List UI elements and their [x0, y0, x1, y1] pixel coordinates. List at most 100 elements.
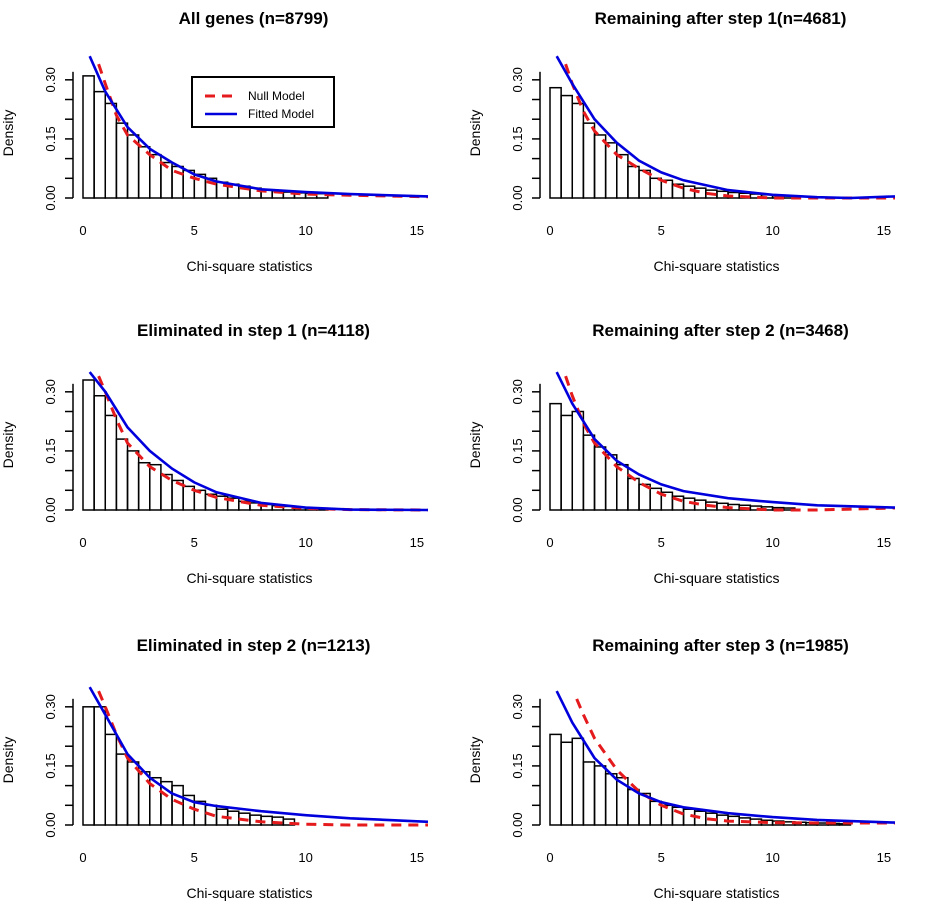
histogram-bar — [593, 765, 607, 826]
histogram-bar — [93, 706, 107, 826]
y-tick-label: 0.00 — [43, 185, 58, 210]
y-tick-label: 0.15 — [43, 438, 58, 463]
y-tick-label: 0.30 — [43, 379, 58, 404]
x-tick-label: 5 — [191, 535, 198, 550]
y-tick-label: 0.30 — [43, 694, 58, 719]
histogram-bar — [149, 153, 162, 199]
histogram-bar — [549, 402, 562, 511]
chart-title: All genes (n=8799) — [179, 9, 329, 28]
histogram-bar — [582, 434, 596, 511]
fitted-model-curve — [88, 371, 429, 512]
histogram-bar — [82, 75, 95, 199]
histogram-bar — [593, 134, 607, 199]
chart-title: Remaining after step 1(n=4681) — [595, 9, 847, 28]
y-axis-label: Density — [467, 110, 483, 157]
x-tick-label: 15 — [877, 535, 891, 550]
histogram-bar — [682, 185, 696, 199]
legend-null-label: Null Model — [248, 89, 305, 103]
y-tick-label: 0.15 — [510, 753, 525, 778]
histogram-bar — [671, 806, 685, 826]
histogram-bar — [582, 761, 596, 826]
chart-panel-4: Remaining after step 2 (n=3468) 0.00 0.15 0… — [467, 321, 896, 586]
x-tick-label: 0 — [79, 850, 86, 865]
y-tick-label: 0.15 — [510, 438, 525, 463]
x-tick-label: 5 — [658, 850, 665, 865]
histogram-bar — [104, 102, 118, 199]
fitted-model-curve — [555, 371, 896, 509]
y-tick-label: 0.00 — [510, 812, 525, 837]
chart-panel-5: Eliminated in step 2 (n=1213) 0.00 0.15 0.3… — [0, 636, 429, 901]
histogram-bar — [82, 706, 95, 826]
null-model-curve — [575, 698, 895, 825]
histogram-bar — [571, 102, 585, 199]
chart-title: Remaining after step 2 (n=3468) — [592, 321, 849, 340]
x-tick-label: 0 — [546, 223, 553, 238]
x-tick-label: 5 — [658, 535, 665, 550]
y-tick-label: 0.15 — [43, 753, 58, 778]
y-axis-label: Density — [0, 110, 16, 157]
x-tick-label: 0 — [546, 535, 553, 550]
x-tick-label: 10 — [298, 223, 312, 238]
histogram-bar — [282, 818, 296, 826]
fitted-model-curve — [555, 690, 896, 824]
histogram-bar — [115, 438, 129, 511]
x-tick-label: 15 — [410, 223, 424, 238]
y-tick-label: 0.15 — [510, 126, 525, 151]
histogram-bar — [627, 165, 640, 199]
y-tick-label: 0.30 — [510, 694, 525, 719]
histogram-bar — [616, 153, 629, 199]
histogram-bar — [171, 784, 184, 826]
chart-panel-3: Eliminated in step 1 (n=4118) 0.00 0.15 0.3… — [0, 321, 429, 586]
x-tick-label: 5 — [191, 223, 198, 238]
histogram-bar — [104, 733, 118, 826]
histogram-bar — [104, 414, 118, 511]
histogram-bar — [137, 461, 151, 511]
x-tick-label: 5 — [191, 850, 198, 865]
x-axis-label: Chi-square statistics — [186, 570, 312, 586]
histogram-bar — [660, 179, 674, 199]
histogram-bar — [649, 487, 663, 511]
y-axis-label: Density — [467, 422, 483, 469]
histogram-bar — [126, 450, 140, 511]
histogram-bar — [126, 761, 140, 826]
histogram-bar — [149, 463, 162, 511]
histogram-bar — [616, 463, 629, 511]
x-tick-label: 15 — [410, 850, 424, 865]
chart-legend: Null Model Fitted Model — [191, 76, 335, 128]
y-tick-label: 0.00 — [510, 497, 525, 522]
histogram-bar — [627, 788, 640, 826]
x-tick-label: 15 — [877, 850, 891, 865]
y-axis-label: Density — [0, 737, 16, 784]
histogram-bar — [571, 410, 585, 511]
null-model-curve — [97, 375, 429, 512]
histogram-bar — [571, 737, 585, 826]
chart-title: Eliminated in step 1 (n=4118) — [137, 321, 370, 340]
x-tick-label: 10 — [765, 850, 779, 865]
chart-panel-1: All genes (n=8799) 0.00 0.15 0.30 Density 0 5 1… — [0, 9, 429, 274]
x-tick-label: 10 — [298, 535, 312, 550]
x-tick-label: 0 — [79, 535, 86, 550]
x-tick-label: 0 — [546, 850, 553, 865]
null-model-curve — [97, 690, 428, 827]
histogram-bar — [604, 773, 618, 826]
y-tick-label: 0.15 — [43, 126, 58, 151]
y-axis-label: Density — [467, 737, 483, 784]
histogram-bar — [249, 814, 262, 826]
y-tick-label: 0.00 — [43, 497, 58, 522]
chart-title: Eliminated in step 2 (n=1213) — [137, 636, 371, 655]
y-tick-label: 0.30 — [43, 67, 58, 92]
null-model-curve — [564, 375, 896, 512]
histogram-bar — [649, 177, 663, 199]
y-tick-label: 0.00 — [510, 185, 525, 210]
y-tick-label: 0.30 — [510, 379, 525, 404]
histogram-bar — [627, 477, 640, 511]
legend-fitted-label: Fitted Model — [248, 107, 314, 121]
fitted-model-curve — [555, 55, 896, 200]
y-axis-label: Density — [0, 422, 16, 469]
histogram-bar — [560, 741, 574, 826]
x-axis-label: Chi-square statistics — [653, 885, 779, 901]
histogram-bar — [560, 94, 574, 199]
x-tick-label: 15 — [877, 223, 891, 238]
x-tick-label: 10 — [765, 223, 779, 238]
